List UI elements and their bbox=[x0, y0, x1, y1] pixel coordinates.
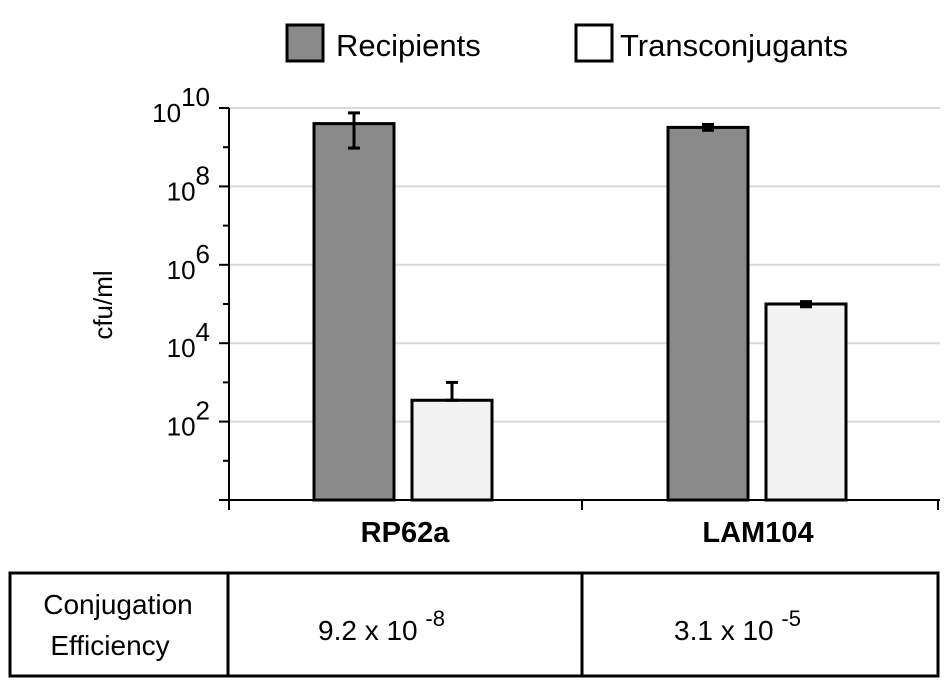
y-axis-title: cfu/ml bbox=[88, 270, 118, 339]
table-cell-lam104-mantissa: 3.1 x 10 bbox=[674, 615, 774, 646]
legend-label-transconjugants: Transconjugants bbox=[620, 28, 848, 63]
x-tick-labels: RP62a LAM104 bbox=[361, 517, 814, 549]
bars bbox=[312, 111, 848, 502]
y-tick-label: 108 bbox=[167, 160, 210, 206]
table-cell-rp62a-mantissa: 9.2 x 10 bbox=[318, 615, 418, 646]
y-tick-label: 104 bbox=[167, 317, 210, 363]
table-row-label-line1: Conjugation bbox=[43, 589, 192, 620]
y-tick-label: 102 bbox=[167, 396, 210, 442]
legend-swatch-recipients bbox=[285, 23, 325, 63]
legend-swatch-transconjugants bbox=[574, 23, 614, 63]
y-tick-label: 106 bbox=[167, 239, 210, 285]
legend: Recipients Transconjugants bbox=[285, 23, 848, 63]
efficiency-table: Conjugation Efficiency 9.2 x 10 -8 3.1 x… bbox=[8, 571, 940, 678]
table-cell-lam104: 3.1 x 10 -5 bbox=[674, 606, 801, 646]
table-cell-rp62a-exp: -8 bbox=[425, 606, 445, 631]
bar-transconjugants-rp62a bbox=[410, 398, 494, 502]
table-border bbox=[8, 571, 940, 678]
bar-transconjugants-lam104 bbox=[764, 302, 848, 502]
category-label-rp62a: RP62a bbox=[361, 517, 451, 549]
bar-recipients-lam104 bbox=[666, 125, 750, 502]
table-cell-lam104-exp: -5 bbox=[781, 606, 801, 631]
legend-label-recipients: Recipients bbox=[336, 28, 481, 63]
table-row-label-line2: Efficiency bbox=[50, 630, 169, 661]
y-tick-labels: 102 104 106 108 1010 bbox=[152, 82, 229, 501]
y-tick-label: 1010 bbox=[152, 82, 210, 128]
table-cell-rp62a: 9.2 x 10 -8 bbox=[318, 606, 445, 646]
category-label-lam104: LAM104 bbox=[702, 517, 813, 549]
bar-recipients-rp62a bbox=[312, 122, 396, 502]
